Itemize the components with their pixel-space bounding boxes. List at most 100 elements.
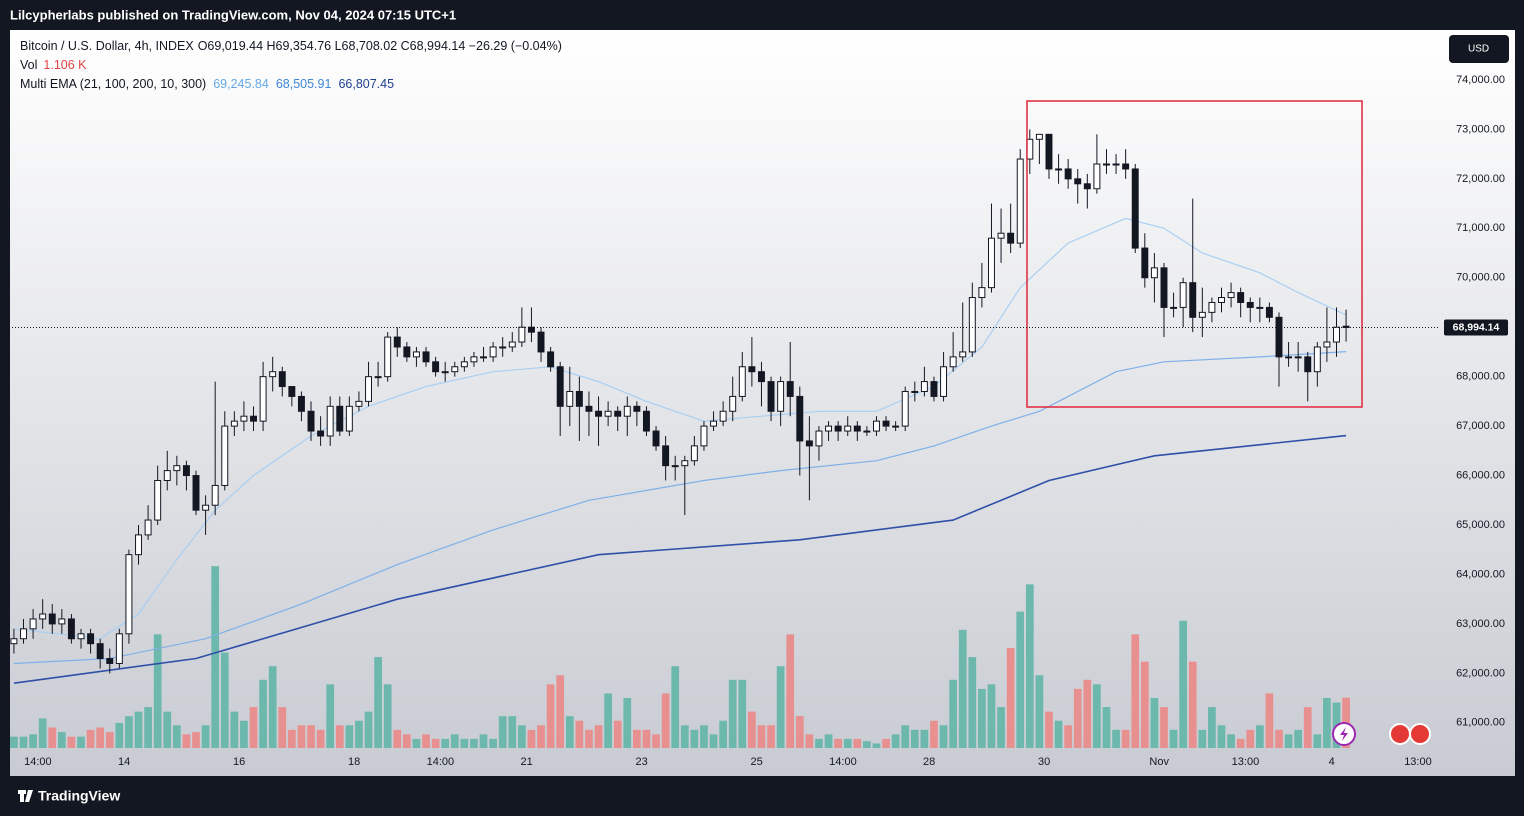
volume-bar [1255, 725, 1264, 748]
candle-body [968, 297, 976, 353]
volume-bar [728, 679, 737, 748]
volume-bar [240, 720, 248, 748]
candle-body [499, 346, 507, 349]
volume-bar [57, 732, 66, 748]
volume-bar [364, 711, 373, 748]
candle-body [757, 371, 765, 383]
y-tick-label: 67,000.00 [1456, 420, 1505, 432]
volume-value: 1.106 K [43, 58, 87, 72]
candle-body [575, 390, 583, 407]
volume-bar [1121, 729, 1130, 748]
volume-bar [163, 711, 172, 748]
candle-body [1083, 183, 1091, 190]
volume-bar [192, 732, 200, 748]
volume-bar [613, 720, 622, 748]
volume-bar [1275, 729, 1283, 748]
candle-body [39, 613, 47, 620]
volume-bar [757, 725, 766, 748]
candle-body [1294, 356, 1302, 359]
y-tick-label: 72,000.00 [1456, 173, 1505, 185]
volume-bar [1006, 648, 1015, 748]
volume-bar [882, 738, 890, 748]
candle-body [240, 415, 248, 422]
candle-body [1256, 306, 1264, 309]
candle-body [1035, 133, 1043, 140]
volume-bar [345, 725, 354, 748]
candle-body [863, 430, 871, 433]
volume-bar [709, 734, 718, 748]
candle-body [297, 395, 305, 412]
volume-bar [1265, 693, 1274, 748]
last-price-badge [1444, 319, 1508, 336]
axes: 61,000.00 62,000.00 63,000.00 64,000.00 65,0… [12, 74, 1508, 768]
volume-bar [1150, 698, 1159, 748]
volume-bar [441, 738, 450, 748]
candle-body [29, 618, 37, 630]
last-price-label: 68,994.14 [1453, 321, 1500, 333]
volume-bar [748, 711, 756, 748]
x-tick-label: Nov [1149, 756, 1169, 768]
candle-body [978, 287, 986, 299]
legend-ema: Multi EMA (21, 100, 200, 10, 300) 69,245.… [20, 77, 394, 91]
candle-body [1055, 168, 1063, 171]
candle-body [182, 465, 190, 477]
candle-body [422, 351, 430, 363]
volume-bar [671, 666, 680, 748]
candle-body [1160, 267, 1168, 308]
volume-bar [96, 727, 105, 748]
candle-body [460, 361, 468, 368]
brand: TradingView [38, 788, 120, 804]
volume-bar [1112, 729, 1120, 748]
lightning [1340, 727, 1348, 741]
volume-bar [115, 723, 124, 748]
candle-body [115, 633, 123, 664]
candle-body [489, 346, 497, 358]
currency-button[interactable] [1449, 35, 1509, 63]
volume-bar [958, 629, 967, 748]
candle-body [202, 504, 210, 511]
volume-bar [997, 707, 1005, 748]
volume-bar [939, 725, 948, 748]
flag-icon[interactable] [1389, 723, 1411, 745]
candle-body [106, 658, 114, 664]
volume-bar [172, 725, 181, 748]
candle-body [623, 405, 631, 417]
volume-bar [460, 738, 469, 748]
candle-body [930, 381, 938, 397]
highlight-box [1026, 100, 1363, 408]
volume-bar [450, 734, 459, 748]
candle-body [412, 351, 420, 358]
volume-bar [383, 684, 392, 748]
flag-icon[interactable] [1409, 723, 1431, 745]
candle-body [1141, 247, 1149, 279]
candle-body [355, 400, 363, 407]
volume-bar [805, 734, 814, 748]
volume-bar [518, 725, 526, 748]
candle-body [940, 366, 948, 397]
y-tick-label: 62,000.00 [1456, 667, 1505, 679]
volume-bar [901, 725, 910, 748]
x-tick-label: 25 [751, 756, 763, 768]
candles [10, 129, 1350, 674]
volume-bar [412, 738, 421, 748]
volume-bar [920, 729, 929, 748]
candle-body [192, 475, 200, 511]
volume-bar [249, 707, 258, 748]
y-tick-label: 68,000.00 [1456, 371, 1505, 383]
candle-body [1246, 301, 1254, 308]
candle-body [566, 390, 574, 407]
x-tick-label: 21 [521, 756, 533, 768]
volume-bar [527, 729, 536, 748]
candle-body [911, 390, 919, 393]
volume-bar [690, 729, 699, 748]
volume-bar [1140, 661, 1149, 748]
candle-body [671, 465, 679, 468]
candle-body [844, 425, 852, 432]
volume-bar [776, 666, 785, 748]
candle-body [1218, 297, 1225, 303]
volume-bar [19, 736, 28, 748]
candle-body [307, 410, 315, 432]
volume-bar [316, 729, 325, 748]
candle-body [1208, 301, 1216, 313]
candle-body [710, 420, 718, 427]
